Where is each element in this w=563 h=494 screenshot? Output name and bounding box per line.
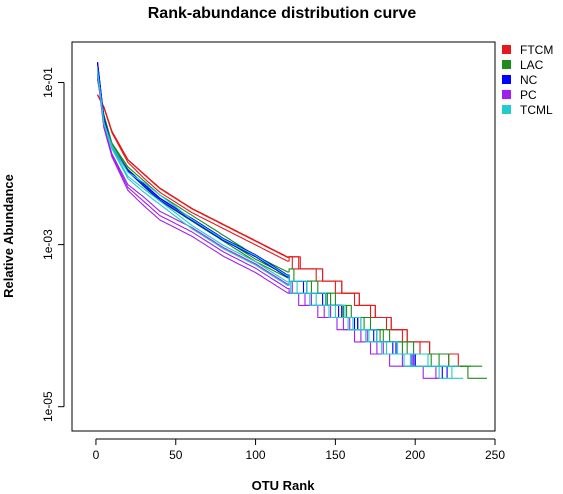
series-line-ftcm [97,94,460,367]
series-line-ftcm [97,94,464,367]
series-line-nc [96,62,444,379]
series-line-tcml [96,70,453,379]
legend-swatch-lac [502,60,511,69]
legend-label: TCML [520,103,553,117]
series-line-tcml [96,70,464,379]
series-line-nc [96,62,448,379]
x-tick-label: 50 [169,448,183,462]
legend-swatch-tcml [502,105,511,114]
x-axis: 0 50 100 150 200 250 [93,438,505,462]
x-tick-label: 100 [246,448,266,462]
legend-swatch-pc [502,90,511,99]
y-axis-label: Relative Abundance [1,174,16,298]
series-line-pc [96,74,440,379]
legend-swatch-ftcm [502,45,511,54]
y-tick-label: 1e-03 [41,229,55,260]
series-nc [96,62,448,379]
y-axis: 1e-01 1e-03 1e-05 [41,67,65,422]
series-line-pc [96,74,438,379]
series-line-lac [96,78,487,379]
legend-label: LAC [520,58,544,72]
series-line-nc [96,62,444,367]
series-curves [96,62,487,379]
series-line-lac [96,78,483,367]
x-tick-label: 250 [485,448,505,462]
legend-label: NC [520,73,538,87]
x-tick-label: 0 [93,448,100,462]
series-ftcm [97,94,464,367]
series-line-tcml [96,70,460,367]
chart-title: Rank-abundance distribution curve [148,5,417,22]
legend-label: PC [520,88,537,102]
y-tick-label: 1e-05 [41,391,55,422]
series-line-lac [96,78,472,367]
legend-label: FTCM [520,43,553,57]
x-tick-label: 150 [325,448,345,462]
x-axis-label: OTU Rank [252,478,316,493]
series-line-pc [96,74,420,367]
series-line-ftcm [97,94,452,355]
y-tick-label: 1e-01 [41,67,55,98]
plot-frame [71,41,496,432]
x-tick-label: 200 [405,448,425,462]
series-lac [96,78,487,379]
series-pc [96,74,440,379]
series-tcml [96,70,464,379]
legend-swatch-nc [502,75,511,84]
